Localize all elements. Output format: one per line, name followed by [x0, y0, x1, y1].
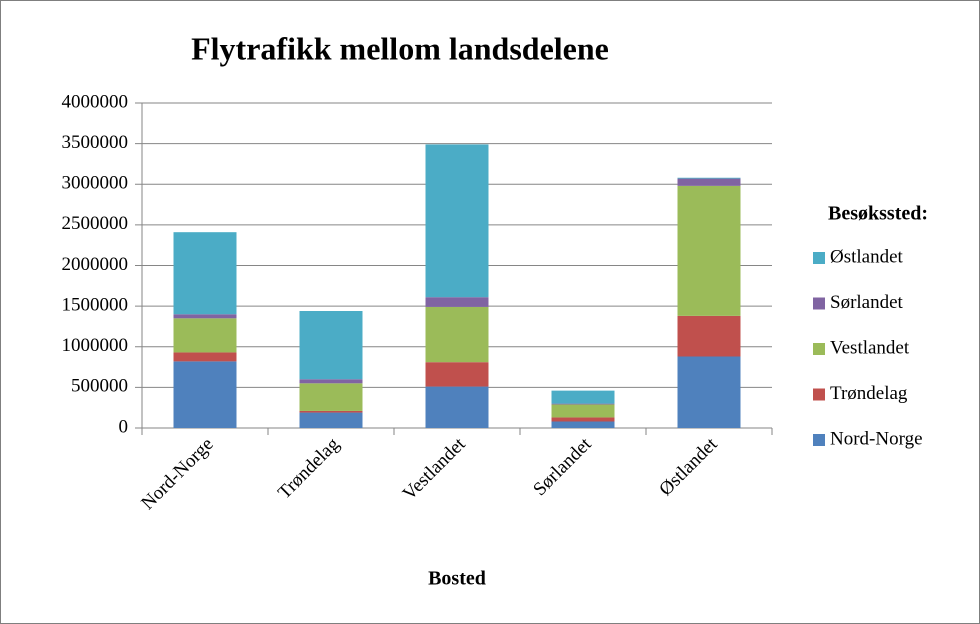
- legend-swatch: [813, 297, 825, 310]
- bar-segment: [677, 178, 741, 186]
- y-tick-label: 4000000: [62, 91, 129, 112]
- legend-label: Nord-Norge: [830, 428, 923, 449]
- legend-title: Besøkssted:: [828, 203, 928, 225]
- y-tick-label: 2500000: [62, 213, 129, 234]
- legend-label: Trøndelag: [830, 383, 908, 404]
- legend-swatch: [813, 252, 825, 264]
- bar-segment: [425, 306, 489, 363]
- bar-segment: [299, 383, 363, 411]
- bar-segment: [173, 314, 237, 319]
- bar-segment: [425, 297, 489, 307]
- bar-segment: [299, 410, 363, 413]
- y-tick-label: 3500000: [62, 132, 129, 153]
- bar-segment: [173, 352, 237, 362]
- y-tick-label: 3000000: [62, 173, 129, 194]
- bar-segment: [551, 390, 615, 404]
- x-axis-title: Bosted: [428, 568, 486, 590]
- bar-segment: [677, 177, 741, 179]
- chart-title: Flytrafikk mellom landsdelene: [191, 30, 609, 66]
- y-tick-label: 1500000: [62, 294, 129, 315]
- legend-swatch: [813, 434, 825, 446]
- bar-segment: [551, 421, 615, 428]
- bar-segment: [173, 232, 237, 315]
- y-tick-label: 500000: [71, 376, 128, 397]
- y-tick-label: 0: [119, 416, 129, 437]
- bar-segment: [425, 362, 489, 387]
- bar-segment: [425, 386, 489, 428]
- bar-segment: [299, 412, 363, 428]
- bar-segment: [677, 185, 741, 316]
- bar-segment: [299, 379, 363, 384]
- bar-segment: [173, 361, 237, 428]
- bar-segment: [299, 311, 363, 380]
- bar-segment: [551, 404, 615, 418]
- bar-segment: [425, 144, 489, 298]
- legend-label: Sørlandet: [830, 292, 904, 313]
- bar-segment: [551, 403, 615, 405]
- bar-segment: [677, 356, 741, 428]
- legend-label: Vestlandet: [830, 337, 910, 358]
- legend-swatch: [813, 343, 825, 355]
- legend-swatch: [813, 388, 825, 401]
- legend-label: Østlandet: [830, 246, 904, 267]
- bar-segment: [551, 417, 615, 422]
- bar-segment: [173, 318, 237, 353]
- y-tick-label: 1000000: [62, 335, 129, 356]
- y-tick-label: 2000000: [62, 254, 129, 275]
- bar-segment: [677, 315, 741, 357]
